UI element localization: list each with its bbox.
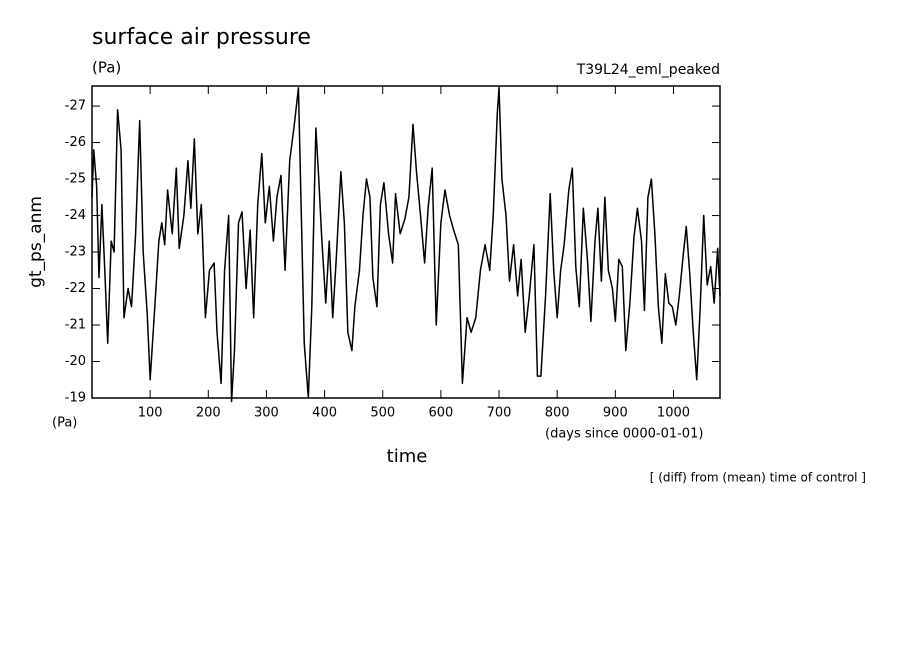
y-tick-label: -23 (65, 245, 86, 260)
x-tick-label: 500 (370, 406, 395, 421)
y-tick-label: -27 (65, 99, 86, 114)
x-tick-label: 900 (603, 406, 628, 421)
data-line (91, 87, 721, 403)
y-tick-label: -26 (65, 135, 86, 150)
x-axis-label: time (387, 446, 428, 467)
y-tick-label: -21 (65, 318, 86, 333)
plot-frame (91, 85, 721, 399)
y-tick-label: -22 (65, 281, 86, 296)
y-axis-label: gt_ps_anm (26, 196, 46, 288)
x-tick-label: 800 (545, 406, 570, 421)
x-tick-label: 300 (254, 406, 279, 421)
chart-title: surface air pressure (92, 25, 311, 50)
unit-label: (Pa) (52, 416, 77, 431)
x-tick-label: 1000 (657, 406, 690, 421)
x-tick-label: 700 (487, 406, 512, 421)
y-tick-label: -25 (65, 172, 86, 187)
y-tick-label: -24 (65, 208, 86, 223)
x-tick-label: 400 (312, 406, 337, 421)
y-tick-label: -19 (65, 391, 86, 406)
y-tick-label: -20 (65, 354, 86, 369)
x-tick-label: 600 (428, 406, 453, 421)
note: [ (diff) from (mean) time of control ] (650, 471, 866, 485)
x-unit-label: (days since 0000-01-01) (545, 427, 703, 442)
x-tick-label: 100 (138, 406, 163, 421)
unit-label: (Pa) (92, 59, 121, 77)
x-tick-label: 200 (196, 406, 221, 421)
run-label: T39L24_eml_peaked (576, 62, 720, 78)
